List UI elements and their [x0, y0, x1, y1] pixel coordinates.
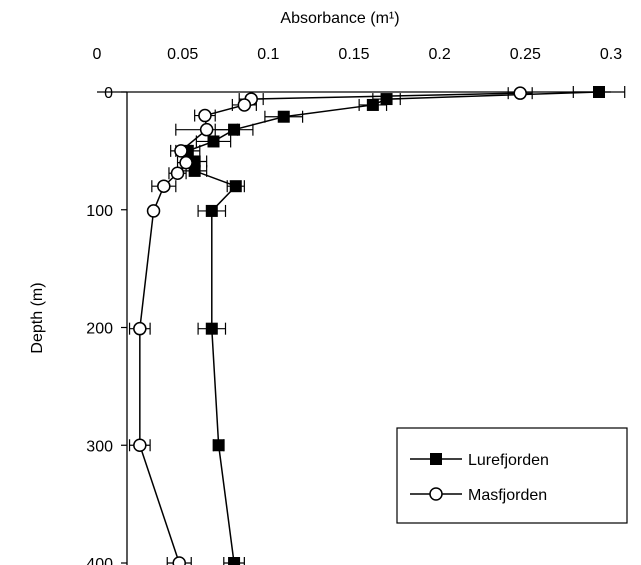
- data-point-masfjorden: [157, 179, 171, 193]
- legend-label-masfjorden: Masfjorden: [468, 487, 547, 504]
- y-axis-title: Depth (m): [29, 282, 46, 353]
- data-point-lurefjorden: [366, 98, 379, 111]
- x-tick-label: 0.1: [257, 46, 279, 63]
- x-tick-label: 0.3: [600, 46, 622, 63]
- y-tick-label: 300: [86, 438, 113, 455]
- data-point-masfjorden: [133, 438, 147, 452]
- data-point-lurefjorden: [229, 180, 242, 193]
- y-tick-label: 200: [86, 321, 113, 338]
- data-point-lurefjorden: [593, 86, 606, 98]
- x-tick-label: 0: [93, 46, 102, 63]
- x-tick-label: 0.15: [338, 46, 369, 63]
- x-tick-labels: 0 0.05 0.1 0.15 0.2 0.25 0.3: [93, 46, 623, 63]
- data-point-masfjorden: [198, 108, 212, 123]
- legend: Lurefjorden Masfjorden: [396, 427, 628, 524]
- data-point-lurefjorden: [188, 164, 201, 177]
- legend-frame: [396, 427, 628, 524]
- legend-marker-masfjorden: [429, 487, 443, 501]
- y-tick-label: 100: [86, 203, 113, 220]
- data-point-masfjorden: [237, 98, 252, 112]
- data-point-lurefjorden: [277, 110, 290, 123]
- data-point-masfjorden: [133, 321, 147, 336]
- legend-label-lurefjorden: Lurefjorden: [468, 452, 549, 469]
- y-tick-label: 400: [86, 556, 113, 565]
- data-point-lurefjorden: [228, 123, 241, 136]
- y-tick-marks: [121, 91, 127, 564]
- data-point-masfjorden: [172, 556, 186, 565]
- data-point-masfjorden: [179, 155, 193, 170]
- data-point-lurefjorden: [205, 322, 218, 335]
- data-point-masfjorden: [174, 144, 188, 158]
- x-tick-label: 0.2: [429, 46, 451, 63]
- data-point-lurefjorden: [207, 135, 220, 148]
- data-point-masfjorden: [513, 86, 527, 100]
- legend-marker-lurefjorden: [430, 453, 442, 465]
- data-point-masfjorden: [170, 166, 185, 180]
- data-point-lurefjorden: [228, 557, 241, 565]
- data-point-lurefjorden: [380, 93, 393, 106]
- x-axis-title: Absorbance (m¹): [280, 10, 399, 27]
- y-tick-label: 0: [104, 85, 113, 102]
- data-point-masfjorden: [199, 122, 214, 137]
- x-tick-label: 0.05: [167, 46, 198, 63]
- data-point-masfjorden: [146, 204, 161, 218]
- x-tick-label: 0.25: [510, 46, 541, 63]
- y-tick-labels: 0 100 200 300 400: [86, 85, 113, 565]
- data-point-lurefjorden: [212, 439, 225, 452]
- data-point-lurefjorden: [205, 204, 218, 217]
- series-markers: [133, 86, 606, 565]
